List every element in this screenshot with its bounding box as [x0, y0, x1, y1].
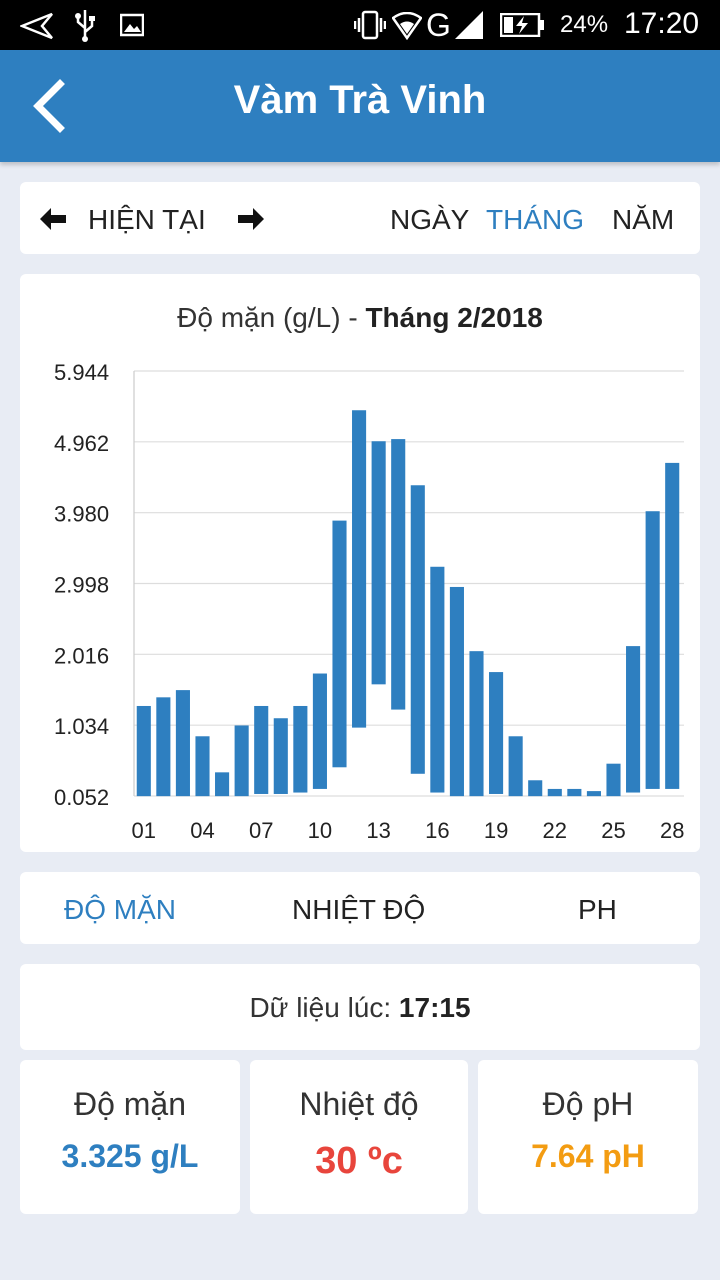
chart-title-period: Tháng 2/2018	[365, 302, 543, 333]
metric-tabs: ĐỘ MẶN NHIỆT ĐỘ PH	[20, 872, 700, 944]
app-bar: Vàm Trà Vinh	[0, 50, 720, 162]
x-tick-label: 19	[484, 818, 508, 843]
bar-day-23[interactable]	[567, 788, 582, 797]
battery-charging-icon	[500, 13, 544, 37]
x-tick-label: 28	[660, 818, 684, 843]
bar-day-10[interactable]	[312, 673, 327, 789]
x-tick-label: 07	[249, 818, 273, 843]
bar-day-07[interactable]	[254, 705, 269, 794]
stat-label: Độ mặn	[73, 1086, 187, 1122]
salinity-bar-chart: 5.944 4.962 3.980 2.998 2.016 1.034 0.052 01 04 0…	[54, 360, 684, 843]
period-label: HIỆN TẠI	[88, 204, 206, 235]
range-year-button[interactable]: NĂM	[612, 204, 675, 235]
y-tick-label: 1.034	[54, 714, 109, 739]
arrow-left-icon[interactable]	[38, 206, 68, 232]
bar-day-28[interactable]	[665, 462, 680, 789]
vibrate-icon	[354, 10, 386, 40]
page-title: Vàm Trà Vinh	[233, 78, 487, 122]
wifi-icon	[392, 12, 422, 40]
range-day-button[interactable]: NGÀY	[390, 204, 470, 235]
chart-title: Độ mặn (g/L) - Tháng 2/2018	[20, 302, 700, 334]
bar-day-11[interactable]	[332, 520, 347, 768]
image-icon	[120, 13, 144, 37]
bar-day-08[interactable]	[273, 718, 288, 794]
bar-day-22[interactable]	[547, 788, 562, 797]
x-tick-label: 10	[308, 818, 332, 843]
back-button[interactable]	[28, 76, 78, 136]
x-tick-label: 22	[543, 818, 567, 843]
y-tick-label: 0.052	[54, 785, 109, 810]
data-timestamp-label: Dữ liệu lúc:	[249, 992, 399, 1023]
back-chevron-icon	[33, 79, 65, 133]
y-tick-label: 2.016	[54, 643, 109, 668]
stat-card-ph: Độ pH 7.64 pH	[478, 1060, 698, 1214]
data-timestamp-card: Dữ liệu lúc: 17:15	[20, 964, 700, 1050]
y-tick-label: 4.962	[54, 431, 109, 456]
bar-day-16[interactable]	[430, 566, 445, 793]
stat-card-temperature: Nhiệt độ 30 ºc	[250, 1060, 468, 1214]
data-timestamp-value: 17:15	[398, 992, 471, 1023]
x-tick-label: 13	[366, 818, 390, 843]
chart-card: Độ mặn (g/L) - Tháng 2/2018 5.944 4.962 3.…	[20, 274, 700, 852]
bar-day-27[interactable]	[645, 511, 660, 789]
bar-day-04[interactable]	[195, 736, 210, 797]
bar-day-15[interactable]	[410, 485, 425, 774]
arrow-right-icon[interactable]	[236, 206, 266, 232]
x-tick-label: 25	[601, 818, 625, 843]
x-tick-label: 01	[132, 818, 156, 843]
tab-salinity[interactable]: ĐỘ MẶN	[64, 894, 176, 925]
signal-icon	[455, 11, 483, 39]
bar-day-21[interactable]	[528, 780, 543, 797]
share-icon	[20, 12, 53, 40]
x-tick-label: 04	[190, 818, 214, 843]
bar-day-19[interactable]	[489, 672, 504, 794]
clock: 17:20	[624, 7, 700, 40]
x-tick-label: 16	[425, 818, 449, 843]
stat-value: 30 ºc	[315, 1140, 403, 1182]
y-tick-label: 2.998	[54, 573, 109, 598]
stat-value: 7.64 pH	[531, 1138, 645, 1174]
bar-day-25[interactable]	[606, 763, 621, 797]
bar-day-01[interactable]	[136, 705, 151, 797]
range-month-button[interactable]: THÁNG	[486, 204, 584, 235]
bar-day-02[interactable]	[156, 697, 171, 797]
stat-card-salinity: Độ mặn 3.325 g/L	[20, 1060, 240, 1214]
data-timestamp: Dữ liệu lúc: 17:15	[20, 992, 700, 1024]
bar-day-24[interactable]	[586, 791, 601, 797]
bar-day-09[interactable]	[293, 705, 308, 793]
stat-value: 3.325 g/L	[61, 1138, 199, 1174]
bar-day-14[interactable]	[391, 439, 406, 710]
bar-day-06[interactable]	[234, 725, 249, 797]
bar-day-03[interactable]	[175, 690, 190, 797]
tab-ph[interactable]: PH	[578, 894, 617, 925]
battery-percent: 24%	[560, 11, 609, 38]
bar-day-20[interactable]	[508, 736, 523, 797]
bar-day-26[interactable]	[626, 646, 641, 793]
bar-day-18[interactable]	[469, 651, 484, 797]
bar-day-05[interactable]	[215, 772, 230, 797]
period-selector: HIỆN TẠI NGÀY THÁNG NĂM	[20, 182, 700, 254]
y-tick-label: 3.980	[54, 502, 109, 527]
network-type-label: G	[426, 7, 451, 43]
y-tick-label: 5.944	[54, 360, 109, 385]
bar-day-13[interactable]	[371, 441, 386, 685]
stat-label: Độ pH	[542, 1086, 634, 1122]
chart-title-metric: Độ mặn (g/L) -	[177, 302, 366, 333]
bar-day-12[interactable]	[352, 410, 367, 728]
status-bar: G 24% 17:20	[0, 0, 720, 50]
stat-label: Nhiệt độ	[299, 1086, 419, 1122]
usb-icon	[75, 10, 95, 42]
bar-day-17[interactable]	[449, 586, 464, 797]
tab-temperature[interactable]: NHIỆT ĐỘ	[292, 894, 426, 925]
